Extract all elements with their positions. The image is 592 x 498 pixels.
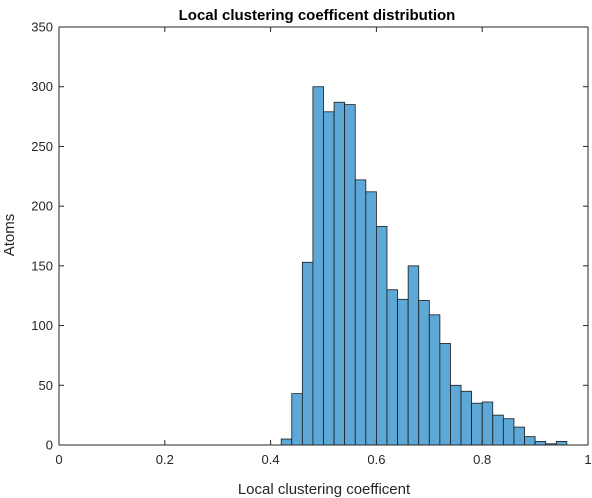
histogram-bar bbox=[333, 101, 346, 446]
histogram-bar bbox=[450, 384, 462, 446]
x-tick-label: 0.2 bbox=[156, 452, 174, 467]
y-axis-label: Atoms bbox=[1, 214, 18, 257]
histogram-bar bbox=[407, 265, 420, 446]
y-tick-label: 0 bbox=[46, 438, 53, 453]
x-tick-label: 0.6 bbox=[367, 452, 385, 467]
histogram-bar bbox=[471, 402, 483, 446]
y-tick-label: 300 bbox=[31, 79, 53, 94]
histogram-bar bbox=[323, 111, 335, 446]
histogram-bar bbox=[365, 191, 377, 446]
histogram-bar bbox=[375, 226, 388, 446]
x-tick-label: 0 bbox=[55, 452, 62, 467]
histogram-bar bbox=[502, 418, 515, 446]
y-tick-label: 100 bbox=[31, 318, 53, 333]
histogram-bar bbox=[301, 261, 314, 446]
histogram-bar bbox=[439, 343, 451, 446]
y-tick-label: 150 bbox=[31, 258, 53, 273]
histogram-bar bbox=[492, 414, 504, 446]
histogram-bar bbox=[354, 179, 367, 446]
histogram-bar bbox=[428, 314, 441, 446]
y-tick-label: 250 bbox=[31, 139, 53, 154]
x-axis-label: Local clustering coefficent bbox=[238, 481, 411, 498]
histogram-bar bbox=[534, 441, 547, 446]
histogram-bar bbox=[280, 438, 293, 446]
x-tick-label: 0.4 bbox=[262, 452, 280, 467]
histogram-bar bbox=[386, 289, 398, 446]
chart-title: Local clustering coefficent distribution bbox=[179, 7, 456, 24]
bars-layer bbox=[280, 86, 568, 446]
histogram-bar bbox=[481, 401, 494, 446]
histogram-bar bbox=[513, 426, 525, 446]
x-tick-label: 1 bbox=[584, 452, 591, 467]
y-tick-label: 200 bbox=[31, 199, 53, 214]
histogram-bar bbox=[460, 390, 473, 446]
histogram-bar bbox=[397, 298, 409, 446]
y-tick-label: 350 bbox=[31, 20, 53, 35]
histogram-bar bbox=[291, 393, 303, 446]
y-tick-label: 50 bbox=[39, 378, 53, 393]
histogram-bar bbox=[524, 436, 536, 446]
histogram-bar bbox=[418, 300, 430, 446]
histogram-bar bbox=[312, 86, 324, 446]
histogram-bar bbox=[344, 104, 356, 446]
plot-frame bbox=[58, 26, 589, 446]
histogram-bar bbox=[555, 441, 568, 446]
x-tick-label: 0.8 bbox=[473, 452, 491, 467]
